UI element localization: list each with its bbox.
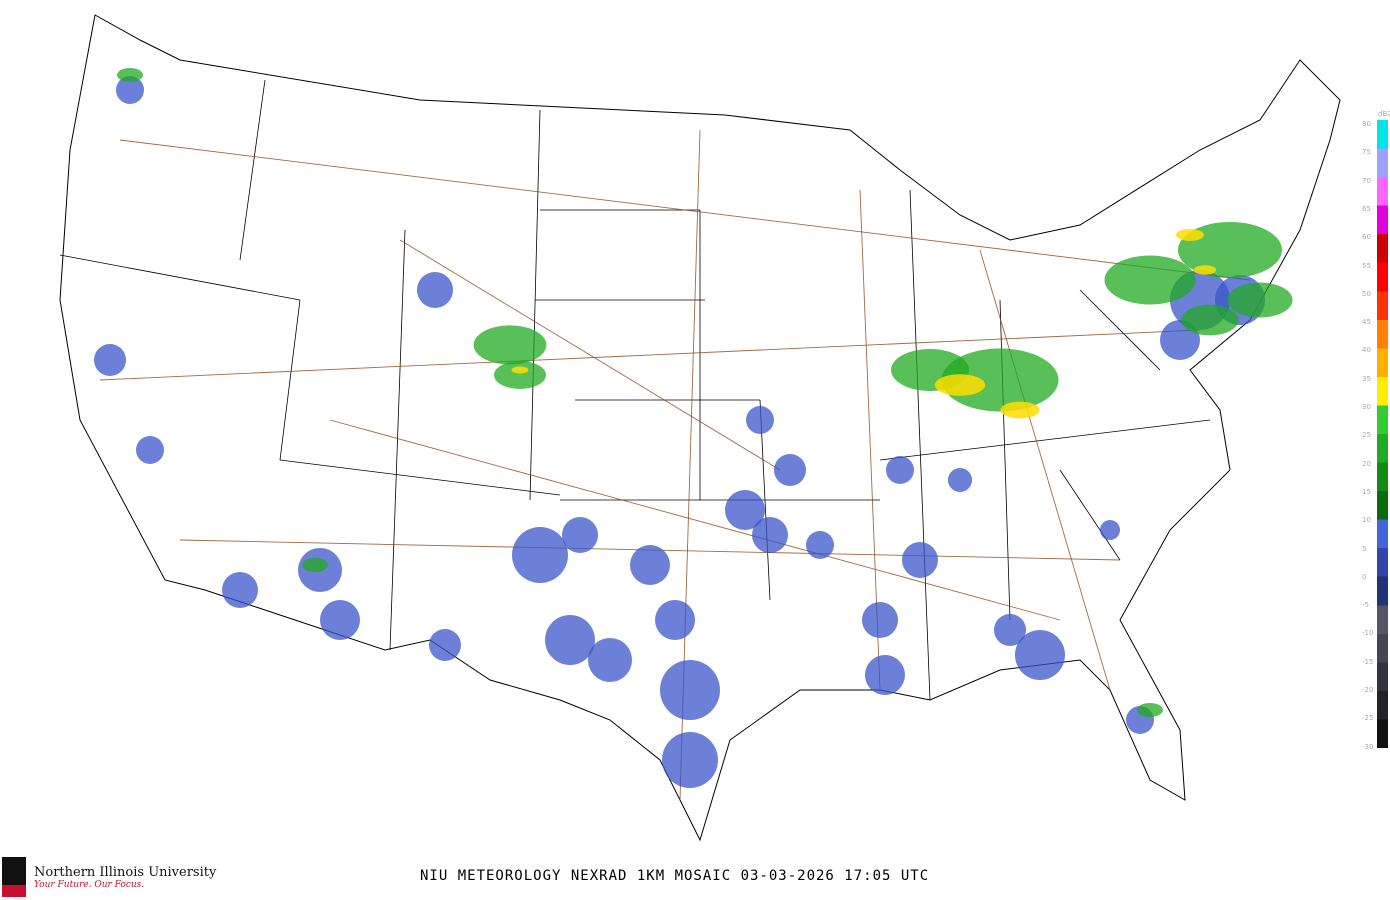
light-echo: [725, 490, 765, 530]
light-echo: [545, 615, 595, 665]
light-echo: [660, 660, 720, 720]
legend-label: -5: [1362, 601, 1369, 610]
legend-label: 15: [1362, 487, 1371, 496]
niu-logo-mark: [2, 857, 26, 897]
legend-label: 50: [1362, 289, 1371, 298]
moderate-echo: [117, 68, 143, 82]
legend-label: 20: [1362, 459, 1371, 468]
legend-label: 30: [1362, 403, 1371, 411]
legend-label: 65: [1362, 204, 1371, 213]
light-echo: [1100, 520, 1120, 540]
logo-name: Northern Illinois University: [34, 864, 217, 880]
heavy-echo: [934, 374, 986, 396]
light-echo: [994, 614, 1026, 646]
light-echo: [417, 272, 453, 308]
light-echo: [94, 344, 126, 376]
state-border: [239, 79, 266, 261]
light-echo: [752, 517, 788, 553]
light-echo: [862, 602, 898, 638]
legend-label: 35: [1362, 374, 1371, 383]
light-echo: [562, 517, 598, 553]
dbz-legend: dBZ 80 75 70 65 60 55 50 45 40 35 30 25 20 15 10 5 0 -5 -1…: [1360, 110, 1390, 755]
light-echo: [429, 629, 461, 661]
logo-tagline: Your Future. Our Focus.: [34, 879, 145, 890]
light-echo: [320, 600, 360, 640]
heavy-echo: [511, 366, 529, 374]
highway: [119, 139, 1251, 281]
light-echo: [662, 732, 718, 788]
legend-label: -25: [1362, 714, 1374, 723]
light-echo: [655, 600, 695, 640]
state-border: [529, 109, 541, 501]
legend-label: 70: [1362, 176, 1371, 185]
legend-label: -15: [1362, 657, 1374, 666]
moderate-echo: [941, 348, 1059, 412]
state-border: [1059, 469, 1121, 561]
moderate-echo: [1137, 703, 1163, 717]
niu-logo: Northern Illinois University Your Future…: [2, 856, 216, 898]
light-echo: [222, 572, 258, 608]
light-echo: [116, 76, 144, 104]
radar-echoes: [94, 68, 1293, 788]
heavy-echo: [1000, 401, 1040, 419]
light-echo: [806, 531, 834, 559]
state-border: [879, 419, 1211, 461]
moderate-echo: [1227, 282, 1293, 318]
highway: [399, 239, 781, 471]
legend-label: 60: [1362, 233, 1371, 242]
legend-color-bar: [1377, 120, 1388, 748]
legend-label: 10: [1362, 516, 1371, 525]
state-border: [59, 254, 301, 301]
legend-label: 40: [1362, 346, 1371, 355]
legend-label: -30: [1362, 742, 1374, 751]
highway: [979, 249, 1111, 691]
legend-label: -20: [1362, 686, 1374, 694]
moderate-echo: [302, 558, 328, 572]
state-border: [389, 229, 406, 651]
light-echo: [886, 456, 914, 484]
moderate-echo: [1104, 255, 1196, 305]
light-echo: [512, 527, 568, 583]
moderate-echo: [473, 325, 547, 365]
legend-label: 0: [1362, 572, 1367, 581]
light-echo: [865, 655, 905, 695]
moderate-echo: [1178, 222, 1282, 278]
map-title: NIU METEOROLOGY NEXRAD 1KM MOSAIC 03-03-…: [420, 868, 930, 884]
state-border: [1079, 289, 1161, 371]
legend-label: 75: [1362, 148, 1371, 157]
highway: [329, 419, 1061, 621]
state-border: [279, 459, 561, 496]
legend-unit: dBZ: [1378, 110, 1390, 118]
heavy-echo: [1176, 229, 1204, 241]
moderate-echo: [1181, 304, 1239, 336]
legend-label: 5: [1362, 544, 1367, 553]
highway: [99, 329, 1201, 381]
light-echo: [774, 454, 806, 486]
light-echo: [588, 638, 632, 682]
light-echo: [948, 468, 972, 492]
legend-label: 80: [1362, 120, 1371, 128]
legend-label: 25: [1362, 431, 1371, 440]
legend-label: 55: [1362, 261, 1371, 270]
state-border: [279, 299, 301, 461]
light-echo: [746, 406, 774, 434]
light-echo: [630, 545, 670, 585]
heavy-echo: [1193, 265, 1217, 275]
state-border: [909, 189, 931, 701]
light-echo: [902, 542, 938, 578]
legend-label: -10: [1362, 629, 1374, 638]
legend-label: 45: [1362, 318, 1371, 327]
light-echo: [1015, 630, 1065, 680]
light-echo: [136, 436, 164, 464]
moderate-echo: [494, 361, 546, 389]
